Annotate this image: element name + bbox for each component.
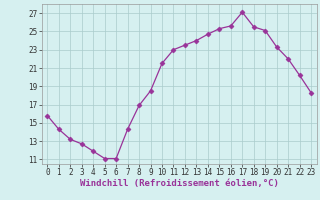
X-axis label: Windchill (Refroidissement éolien,°C): Windchill (Refroidissement éolien,°C) [80, 179, 279, 188]
